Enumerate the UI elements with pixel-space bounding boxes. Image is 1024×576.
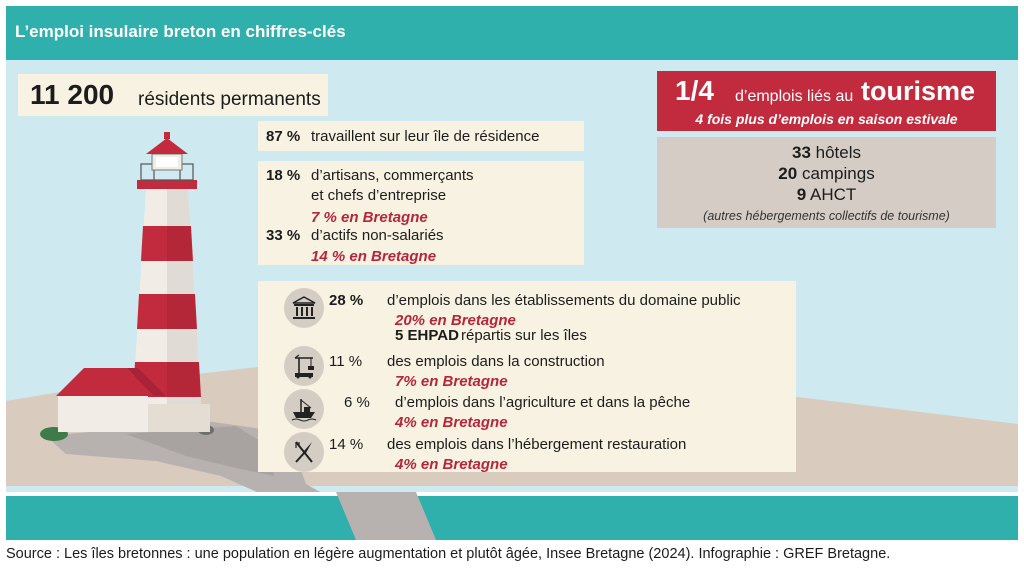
sector-hospitality-text: des emplois dans l’hébergement restaurat… bbox=[387, 436, 687, 453]
sector-hospitality-pct: 14 % bbox=[329, 436, 364, 453]
sector-agri-fishing-text: d’emplois dans l’agriculture et dans la … bbox=[395, 394, 691, 411]
ehpad-text: répartis sur les îles bbox=[461, 327, 587, 344]
sector-public-text: d’emplois dans les établissements du dom… bbox=[387, 292, 741, 309]
lodging-box: 33 hôtels 20 campings 9 AHCT (autres héb… bbox=[657, 137, 996, 228]
residents-box: 11 200 résidents permanents bbox=[18, 74, 328, 116]
sector-agri-fishing-pct: 6 % bbox=[344, 394, 370, 411]
artisans-ref: 7 % en Bretagne bbox=[311, 209, 428, 226]
tourism-fraction: 1/4 bbox=[675, 75, 714, 106]
tourism-box: 1/4 d’emplois liés au tourisme 4 fois pl… bbox=[657, 71, 996, 131]
tourism-text: d’emplois liés au bbox=[735, 88, 854, 105]
residents-count: 11 200 bbox=[30, 79, 115, 110]
work-on-island-box: 87 % travaillent sur leur île de résiden… bbox=[258, 121, 584, 151]
lodging-hotels-num: 33 bbox=[791, 143, 811, 162]
non-salaried-text: d’actifs non-salariés bbox=[311, 227, 444, 244]
fishing-boat-icon bbox=[284, 389, 324, 429]
lodging-campings-label: campings bbox=[801, 164, 875, 183]
sector-construction-pct: 11 % bbox=[329, 353, 363, 370]
lodging-hotels: 33 hôtels bbox=[657, 143, 996, 163]
sea bbox=[6, 492, 1018, 540]
artisans-text-line2: et chefs d’entreprise bbox=[311, 187, 447, 204]
sectors-box: 28 % d’emplois dans les établissements d… bbox=[258, 281, 796, 473]
lodging-ahct-num: 9 bbox=[796, 185, 807, 204]
keeper-house bbox=[56, 368, 210, 432]
infographic: L’emploi insulaire breton en chiffres-cl… bbox=[6, 6, 1018, 540]
source-caption: Source : Les îles bretonnes : une popula… bbox=[6, 546, 891, 562]
self-employed-box: 18 % d’artisans, commerçants et chefs d’… bbox=[258, 161, 584, 265]
lodging-ahct-label: AHCT bbox=[809, 185, 857, 204]
lodging-note: (autres hébergements collectifs de touri… bbox=[703, 209, 950, 223]
non-salaried-ref: 14 % en Bretagne bbox=[311, 248, 437, 265]
tourism-subtitle: 4 fois plus d’emplois en saison estivale bbox=[695, 111, 958, 127]
lodging-campings-num: 20 bbox=[778, 164, 798, 183]
lodging-campings: 20 campings bbox=[657, 164, 996, 184]
work-on-island-pct: 87 % bbox=[266, 128, 301, 145]
work-on-island-text: travaillent sur leur île de résidence bbox=[311, 128, 540, 145]
lodging-ahct: 9 AHCT bbox=[657, 185, 996, 205]
cutlery-icon bbox=[284, 432, 324, 472]
sector-public-pct: 28 % bbox=[329, 292, 364, 309]
lodging-hotels-label: hôtels bbox=[815, 143, 862, 162]
sector-construction-text: des emplois dans la construction bbox=[387, 353, 605, 370]
crane-icon bbox=[284, 346, 324, 386]
sector-hospitality-ref: 4% en Bretagne bbox=[395, 456, 508, 473]
ehpad-count: 5 EHPAD bbox=[395, 327, 459, 344]
lighthouse bbox=[132, 132, 202, 416]
public-building-icon bbox=[284, 288, 324, 328]
sector-public-ref: 20% en Bretagne bbox=[395, 312, 516, 329]
sector-construction-ref: 7% en Bretagne bbox=[395, 373, 508, 390]
page-title: L’emploi insulaire breton en chiffres-cl… bbox=[15, 22, 346, 41]
non-salaried-pct: 33 % bbox=[266, 227, 301, 244]
sector-agri-fishing-ref: 4% en Bretagne bbox=[395, 414, 508, 431]
artisans-pct: 18 % bbox=[266, 167, 301, 184]
artisans-text-line1: d’artisans, commerçants bbox=[311, 167, 474, 184]
tourism-word: tourisme bbox=[861, 76, 976, 106]
header-bar: L’emploi insulaire breton en chiffres-cl… bbox=[6, 6, 1018, 60]
residents-label: résidents permanents bbox=[138, 89, 321, 110]
